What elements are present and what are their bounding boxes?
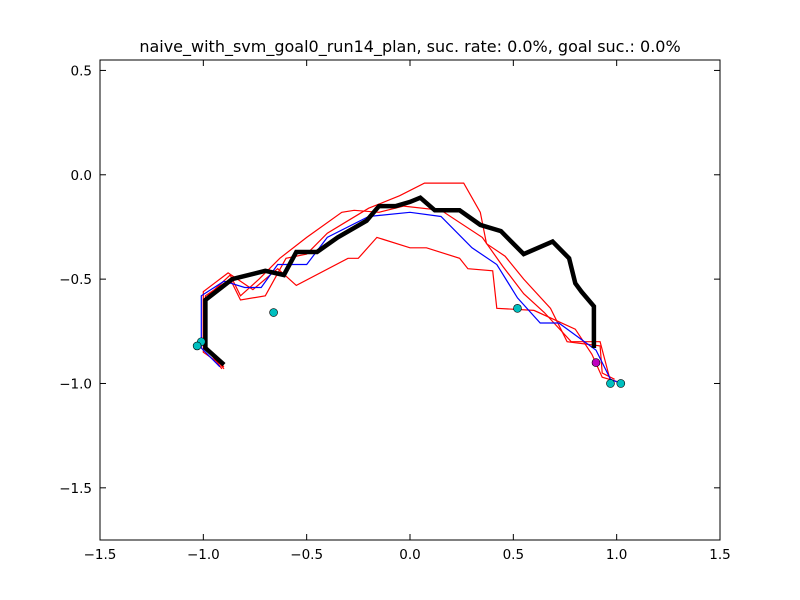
series-line-5 bbox=[203, 195, 597, 367]
axis-ticks: −1.5 −1.0 −0.5 0.0 0.5 1.0 1.5 0.5 0.0 −0.5 −1.0 −1… bbox=[59, 60, 731, 563]
point-marker-6 bbox=[606, 379, 615, 388]
x-tick-label: −1.5 bbox=[84, 547, 117, 563]
point-marker-1 bbox=[269, 308, 278, 317]
y-tick-label: 0.5 bbox=[71, 63, 92, 79]
plot-frame bbox=[99, 59, 721, 541]
x-tick-label: 0.5 bbox=[503, 547, 524, 563]
y-tick-label: −1.5 bbox=[59, 481, 92, 497]
series-line-1 bbox=[202, 236, 617, 382]
y-tick-label: 0.0 bbox=[71, 168, 92, 184]
plot-area bbox=[192, 182, 626, 388]
x-tick-label: 0.0 bbox=[399, 547, 420, 563]
point-marker-4 bbox=[192, 341, 202, 351]
y-tick-label: −1.0 bbox=[59, 376, 92, 392]
series-line-4 bbox=[200, 211, 622, 385]
series-line-3 bbox=[202, 205, 612, 382]
point-marker-5 bbox=[591, 358, 601, 367]
y-tick-label: −0.5 bbox=[59, 272, 92, 288]
series-line-2 bbox=[204, 182, 615, 380]
x-tick-label: −0.5 bbox=[290, 547, 323, 563]
x-tick-label: −1.0 bbox=[187, 547, 220, 563]
chart-title: naive_with_svm_goal0_run14_plan, suc. ra… bbox=[139, 37, 680, 57]
x-tick-label: 1.5 bbox=[709, 547, 730, 563]
point-marker-2 bbox=[513, 304, 522, 313]
x-tick-label: 1.0 bbox=[606, 547, 627, 563]
point-marker-7 bbox=[616, 379, 626, 388]
